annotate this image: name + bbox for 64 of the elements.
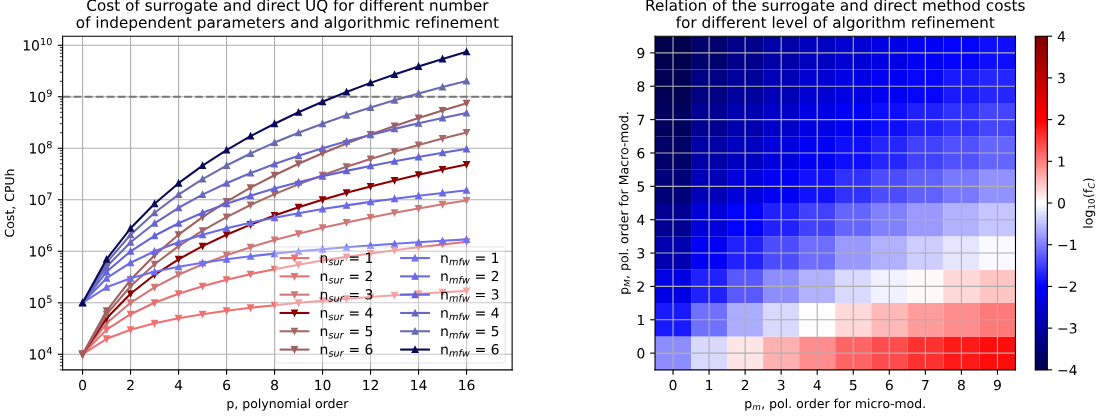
color-bar-label: −3: [1058, 323, 1077, 334]
y-tick-label: 5: [637, 181, 645, 192]
y-tick-label: 4: [637, 214, 645, 225]
y-tick-label: 10$^{7}$: [30, 192, 52, 206]
color-bar-label: −4: [1058, 364, 1077, 376]
x-tick-label: 8: [957, 379, 965, 391]
y-tick-label: 0: [637, 348, 645, 359]
color-bar-label: 4: [1057, 31, 1066, 42]
x-tick-label: 10: [315, 379, 331, 391]
y-tick-label: 10$^{8}$: [30, 140, 52, 154]
legend-label: n$_{sur}$ = 2: [320, 270, 372, 284]
y-tick-label: 7: [637, 114, 645, 125]
x-tick-label: 2: [127, 379, 134, 391]
chart-title: Relation of the surrogate and direct method costs for different level of algorithm refinement: [646, 0, 1025, 32]
y-tick-label: 3: [637, 248, 645, 259]
x-tick-label: 8: [271, 379, 279, 391]
color-bar-label: −2: [1058, 281, 1077, 292]
y-tick-label: 6: [637, 147, 645, 159]
x-tick-label: 4: [813, 379, 821, 391]
legend-label: n$_{mfw}$ = 6: [441, 344, 499, 357]
y-axis-title: Cost, CPUh: [4, 169, 16, 237]
x-tick-label: 14: [411, 379, 427, 391]
legend-label: n$_{mfw}$ = 5: [441, 325, 499, 339]
x-tick-label: 3: [777, 379, 785, 391]
color-bar-label: 0: [1057, 197, 1065, 209]
legend-label: n$_{sur}$ = 5: [320, 325, 373, 339]
color-bar-label: 2: [1058, 114, 1065, 125]
x-tick-label: 12: [363, 379, 378, 391]
color-bar-label: 1: [1058, 156, 1065, 167]
y-tick-label: 10$^{10}$: [23, 37, 52, 51]
legend-label: n$_{sur}$ = 6: [320, 344, 373, 357]
chart-title: Cost of surrogate and direct UQ for different number of independent parameters and algorithmic refinement: [76, 0, 499, 32]
x-tick-label: 6: [223, 379, 231, 391]
x-axis-title: p, polynomial order: [227, 398, 349, 411]
x-tick-label: 0: [669, 379, 677, 391]
x-tick-label: 7: [922, 379, 929, 391]
legend-label: n$_{mfw}$ = 1: [441, 252, 499, 266]
x-axis-title: p$_{m}$, pol. order for micro-mod.: [745, 398, 925, 411]
color-bar-label: 3: [1058, 72, 1065, 84]
color-bar-title: log$_{10}$(f$_{C}$): [1083, 178, 1096, 228]
y-tick-label: 10$^{4}$: [30, 347, 52, 360]
y-tick-label: 10$^{5}$: [30, 295, 52, 309]
legend-label: n$_{mfw}$ = 3: [441, 289, 499, 302]
y-tick-label: 2: [637, 281, 644, 292]
y-tick-label: 8: [637, 81, 645, 92]
y-axis-title: p$_{M}$, pol. order for Macro-mod.: [618, 112, 631, 294]
x-tick-label: 6: [885, 379, 893, 391]
x-tick-label: 9: [993, 379, 1001, 391]
legend-label: n$_{sur}$ = 4: [320, 307, 373, 321]
x-tick-label: 4: [174, 379, 183, 391]
y-tick-label: 10$^{6}$: [30, 243, 52, 257]
x-tick-label: 2: [741, 379, 749, 391]
y-tick-label: 10$^{9}$: [30, 89, 52, 103]
legend-label: n$_{mfw}$ = 2: [441, 270, 499, 284]
legend-label: n$_{sur}$ = 1: [320, 252, 373, 266]
color-bar-label: −1: [1058, 239, 1077, 250]
x-tick-label: 0: [79, 379, 87, 391]
y-tick-label: 9: [637, 47, 645, 59]
y-tick-label: 1: [637, 314, 644, 326]
x-tick-label: 5: [849, 379, 857, 391]
legend-label: n$_{sur}$ = 3: [320, 289, 373, 302]
x-tick-label: 1: [706, 379, 713, 391]
legend-label: n$_{mfw}$ = 4: [441, 307, 499, 321]
x-tick-label: 16: [459, 379, 475, 391]
